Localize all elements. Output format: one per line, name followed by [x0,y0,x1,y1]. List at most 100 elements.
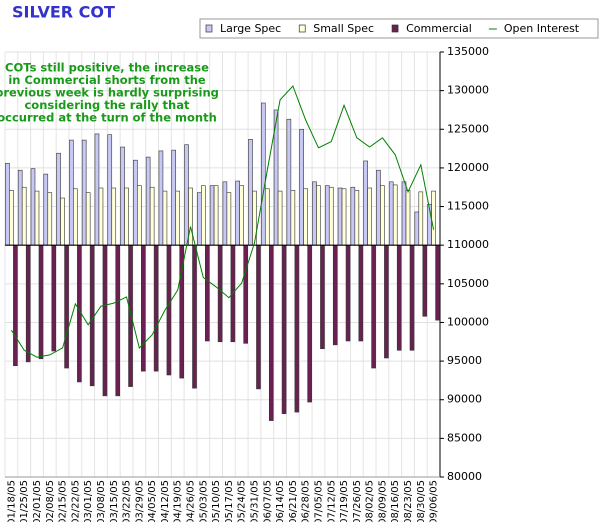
x-tick-label: 05/10/05 [211,480,222,522]
x-tick-label: 04/12/05 [160,480,171,522]
x-tick-label: 04/19/05 [173,480,184,522]
bar [260,102,266,246]
bar [197,192,202,246]
bar [201,185,206,246]
bar [286,118,292,246]
legend-label: Large Spec [220,22,281,35]
bar [422,244,428,317]
legend-box [199,18,599,39]
bar [34,190,40,246]
bar [205,244,210,342]
y-tick-label: 110000 [447,238,489,251]
bar [81,139,87,246]
x-tick-label: 08/02/05 [365,480,376,522]
x-tick-label: 07/26/05 [352,480,363,522]
annotation: considering the rally that [24,98,190,112]
x-tick-label: 08/09/05 [377,480,388,522]
bar [51,244,57,352]
bar [354,190,360,246]
bar [277,190,283,246]
bar [316,185,321,246]
bar [363,160,368,246]
bar [69,139,74,246]
x-tick-label: 02/01/05 [32,480,43,522]
bar [153,244,159,372]
y-tick-label: 100000 [447,315,489,328]
x-tick-label: 02/22/05 [70,480,81,522]
x-tick-label: 03/01/05 [83,480,94,522]
bar [98,187,104,246]
bar [418,191,424,246]
bar [145,156,151,246]
bar [405,190,411,246]
x-tick-label: 05/03/05 [198,480,209,522]
x-tick-label: 03/15/05 [109,480,120,522]
bar [341,188,347,246]
x-tick-label: 06/28/05 [301,480,312,522]
annotation: occurred at the turn of the month [0,111,217,125]
bar [294,244,300,413]
bar [345,244,351,342]
x-tick-label: 06/14/05 [275,480,286,522]
bar [9,190,14,246]
y-tick-label: 85000 [447,431,482,444]
x-tick-label: 05/24/05 [237,480,248,522]
bar [299,128,304,246]
y-tick-label: 115000 [447,200,489,213]
bar [396,244,402,351]
bar [38,244,44,360]
bar [209,185,215,246]
bar [64,244,69,369]
x-tick-label: 08/23/05 [403,480,414,522]
line [10,85,435,358]
x-tick-label: 08/16/05 [390,480,401,522]
bar [401,181,407,246]
bar [409,244,415,351]
legend-label: Small Spec [313,22,374,35]
chart-title: SILVER COT [12,3,115,22]
bar [102,244,108,397]
legend-swatch [298,24,306,33]
x-tick-label: 03/22/05 [122,480,133,522]
x-tick-label: 03/29/05 [134,480,145,522]
bar [47,192,53,246]
bar [376,169,381,246]
x-tick-label: 06/21/05 [288,480,299,522]
x-tick-label: 04/26/05 [186,480,197,522]
bar [367,187,372,246]
bar [217,244,223,343]
x-tick-label: 02/15/05 [58,480,69,522]
legend-label: Open Interest [504,22,580,35]
y-tick-label: 125000 [447,122,489,135]
bar [17,169,23,246]
bar [388,181,394,246]
x-tick-label: 03/08/05 [96,480,107,522]
bar [239,185,244,246]
bar [243,244,248,344]
bar [25,244,31,363]
y-tick-label: 105000 [447,277,489,290]
bar [358,244,364,342]
y-tick-label: 120000 [447,161,489,174]
x-tick-label: 08/30/05 [416,480,427,522]
bar [56,152,61,246]
bar [89,244,95,387]
x-tick-label: 01/25/05 [19,480,30,522]
bar [281,244,287,414]
bar [414,211,420,246]
x-tick-label: 05/17/05 [224,480,235,522]
bar [85,192,91,246]
bar [248,139,253,246]
bar [303,188,308,246]
bar [137,185,142,246]
bar [128,244,133,387]
bar [328,186,334,246]
bar [21,186,27,246]
bar [30,168,36,246]
x-tick-label: 09/06/05 [429,480,440,522]
bar [124,187,129,246]
y-tick-label: 80000 [447,470,482,483]
bar [226,192,232,246]
bar [307,244,312,403]
